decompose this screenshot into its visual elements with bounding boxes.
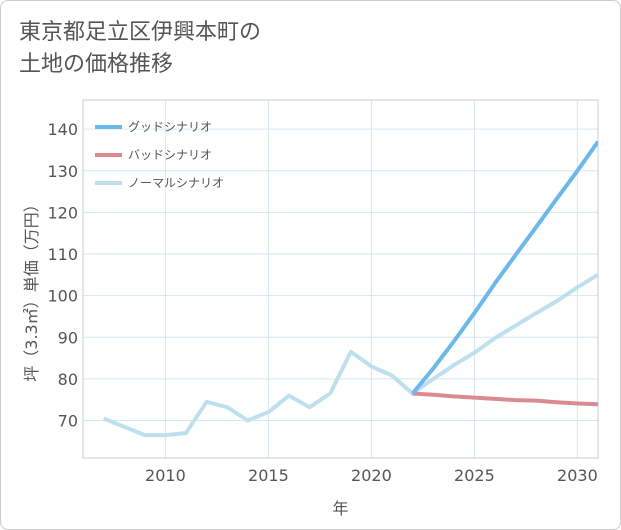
legend-label-1: バッドシナリオ (128, 148, 212, 162)
y-tick-label-110: 110 (47, 245, 78, 264)
legend-label-2: ノーマルシナリオ (128, 176, 224, 190)
y-tick-label-120: 120 (47, 203, 78, 222)
series-line-2 (102, 273, 598, 438)
x-tick-label-2010: 2010 (145, 466, 186, 485)
x-tick-label-2025: 2025 (454, 466, 495, 485)
series-group (102, 140, 598, 438)
x-axis-label: 年 (332, 499, 348, 518)
y-tick-label-140: 140 (47, 120, 78, 139)
y-tick-label-90: 90 (58, 328, 78, 347)
series-line-1 (412, 391, 598, 407)
y-tick-label-80: 80 (58, 370, 78, 389)
y-tick-label-130: 130 (47, 162, 78, 181)
x-tick-label-2015: 2015 (248, 466, 289, 485)
x-tick-label-2030: 2030 (557, 466, 598, 485)
y-tick-label-70: 70 (58, 412, 78, 431)
chart-title: 東京都足立区伊興本町の 土地の価格推移 (19, 20, 262, 77)
x-tick-label-2020: 2020 (351, 466, 392, 485)
tick-labels: 2010 2015 2020 2025 2030 70 80 90 100 110 120 130 14… (47, 120, 597, 485)
series-line-0 (411, 140, 598, 395)
plot-area (82, 99, 599, 459)
gridlines (83, 100, 598, 458)
y-axis-label: 坪（3.3㎡）単価（万円） (22, 196, 41, 381)
legend-label-0: グッドシナリオ (128, 120, 212, 134)
y-tick-label-100: 100 (47, 287, 78, 306)
